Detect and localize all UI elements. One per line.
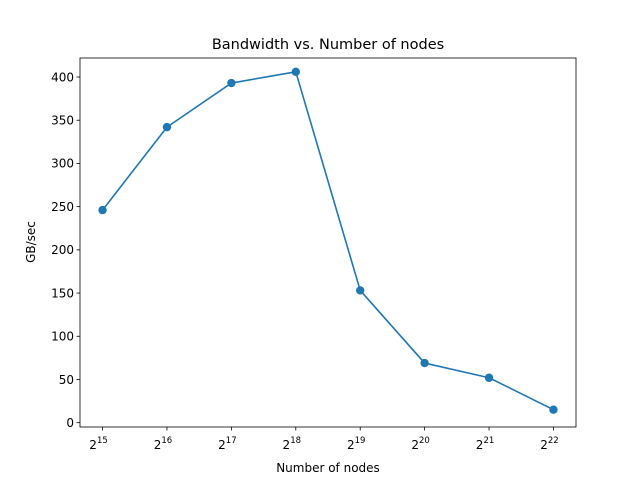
y-tick-label: 350 — [51, 114, 74, 128]
y-axis-label: GB/sec — [24, 221, 38, 263]
x-axis-label: Number of nodes — [276, 461, 380, 475]
x-tick-label: 217 — [218, 436, 236, 452]
data-point — [420, 358, 429, 368]
y-tick-label: 0 — [66, 416, 74, 430]
x-tick-label: 216 — [154, 436, 172, 452]
x-tick-label: 222 — [540, 436, 558, 452]
data-point — [549, 405, 558, 414]
x-tick-label: 220 — [411, 436, 429, 452]
data-point — [98, 205, 107, 215]
y-tick-label: 200 — [51, 243, 74, 257]
data-point — [356, 286, 365, 295]
x-tick-label: 219 — [347, 436, 365, 452]
chart-title: Bandwidth vs. Number of nodes — [212, 37, 444, 53]
y-tick-label: 150 — [51, 286, 74, 300]
y-tick-label: 250 — [51, 200, 74, 214]
y-tick-label: 50 — [59, 373, 74, 387]
series-line — [101, 71, 554, 411]
data-point — [291, 67, 300, 77]
data-point — [227, 78, 236, 88]
y-tick-label: 300 — [51, 157, 74, 171]
plot-frame — [79, 57, 577, 428]
data-point — [162, 122, 172, 132]
data-point — [484, 373, 494, 382]
x-tick-label: 215 — [89, 436, 107, 452]
y-tick-label: 400 — [51, 70, 74, 84]
y-tick-label: 100 — [51, 330, 74, 344]
x-tick-label: 218 — [283, 436, 301, 452]
x-tick-label: 221 — [476, 436, 494, 452]
